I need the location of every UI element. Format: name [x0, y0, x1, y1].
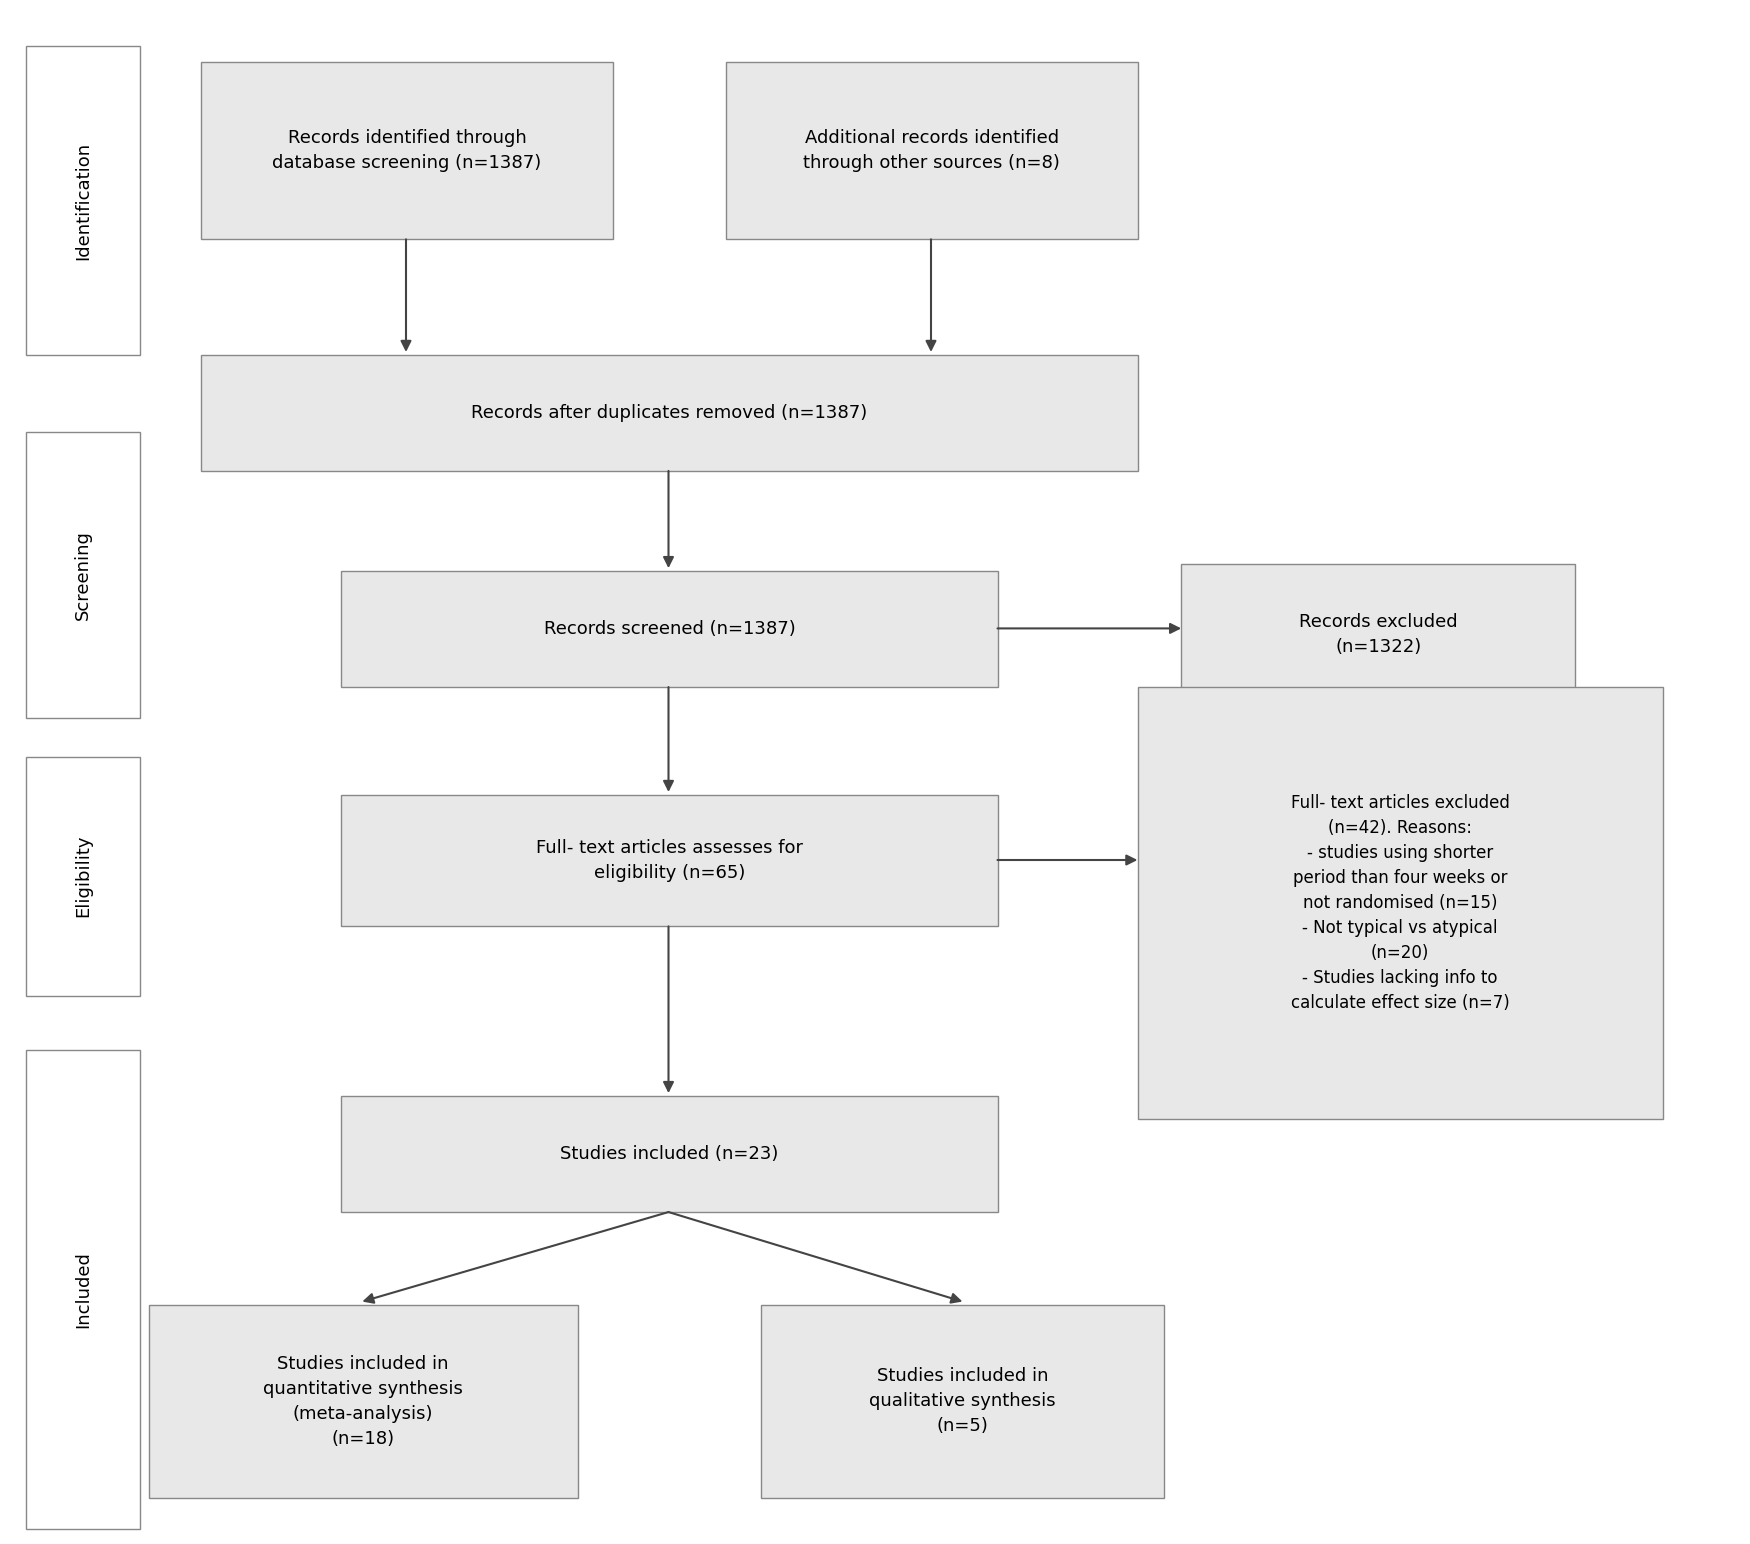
Bar	[341, 571, 997, 687]
Bar	[26, 757, 140, 996]
Bar	[201, 355, 1138, 471]
Bar	[1181, 564, 1575, 706]
Text: Records identified through
database screening (n=1387): Records identified through database scre…	[273, 130, 541, 171]
Text: Identification: Identification	[74, 142, 93, 259]
Bar	[1138, 687, 1662, 1119]
Bar	[26, 432, 140, 718]
Bar	[726, 62, 1138, 239]
Text: Records excluded
(n=1322): Records excluded (n=1322)	[1298, 613, 1458, 656]
Text: Screening: Screening	[74, 530, 93, 621]
Text: Eligibility: Eligibility	[74, 835, 93, 917]
Text: Studies included (n=23): Studies included (n=23)	[560, 1146, 779, 1163]
Bar	[149, 1305, 578, 1498]
Bar	[341, 1096, 997, 1212]
Text: Records after duplicates removed (n=1387): Records after duplicates removed (n=1387…	[471, 405, 868, 422]
Text: Records screened (n=1387): Records screened (n=1387)	[544, 621, 794, 638]
Bar	[341, 795, 997, 926]
Bar	[26, 1050, 140, 1529]
Text: Included: Included	[74, 1251, 93, 1328]
Bar	[201, 62, 612, 239]
Text: Additional records identified
through other sources (n=8): Additional records identified through ot…	[803, 130, 1060, 171]
Text: Studies included in
quantitative synthesis
(meta-analysis)
(n=18): Studies included in quantitative synthes…	[262, 1354, 464, 1448]
Bar	[26, 46, 140, 355]
Text: Full- text articles excluded
(n=42). Reasons:
- studies using shorter
period tha: Full- text articles excluded (n=42). Rea…	[1290, 794, 1510, 1013]
Text: Studies included in
qualitative synthesis
(n=5): Studies included in qualitative synthesi…	[870, 1366, 1055, 1436]
Text: Full- text articles assesses for
eligibility (n=65): Full- text articles assesses for eligibi…	[536, 840, 803, 882]
Bar	[761, 1305, 1164, 1498]
